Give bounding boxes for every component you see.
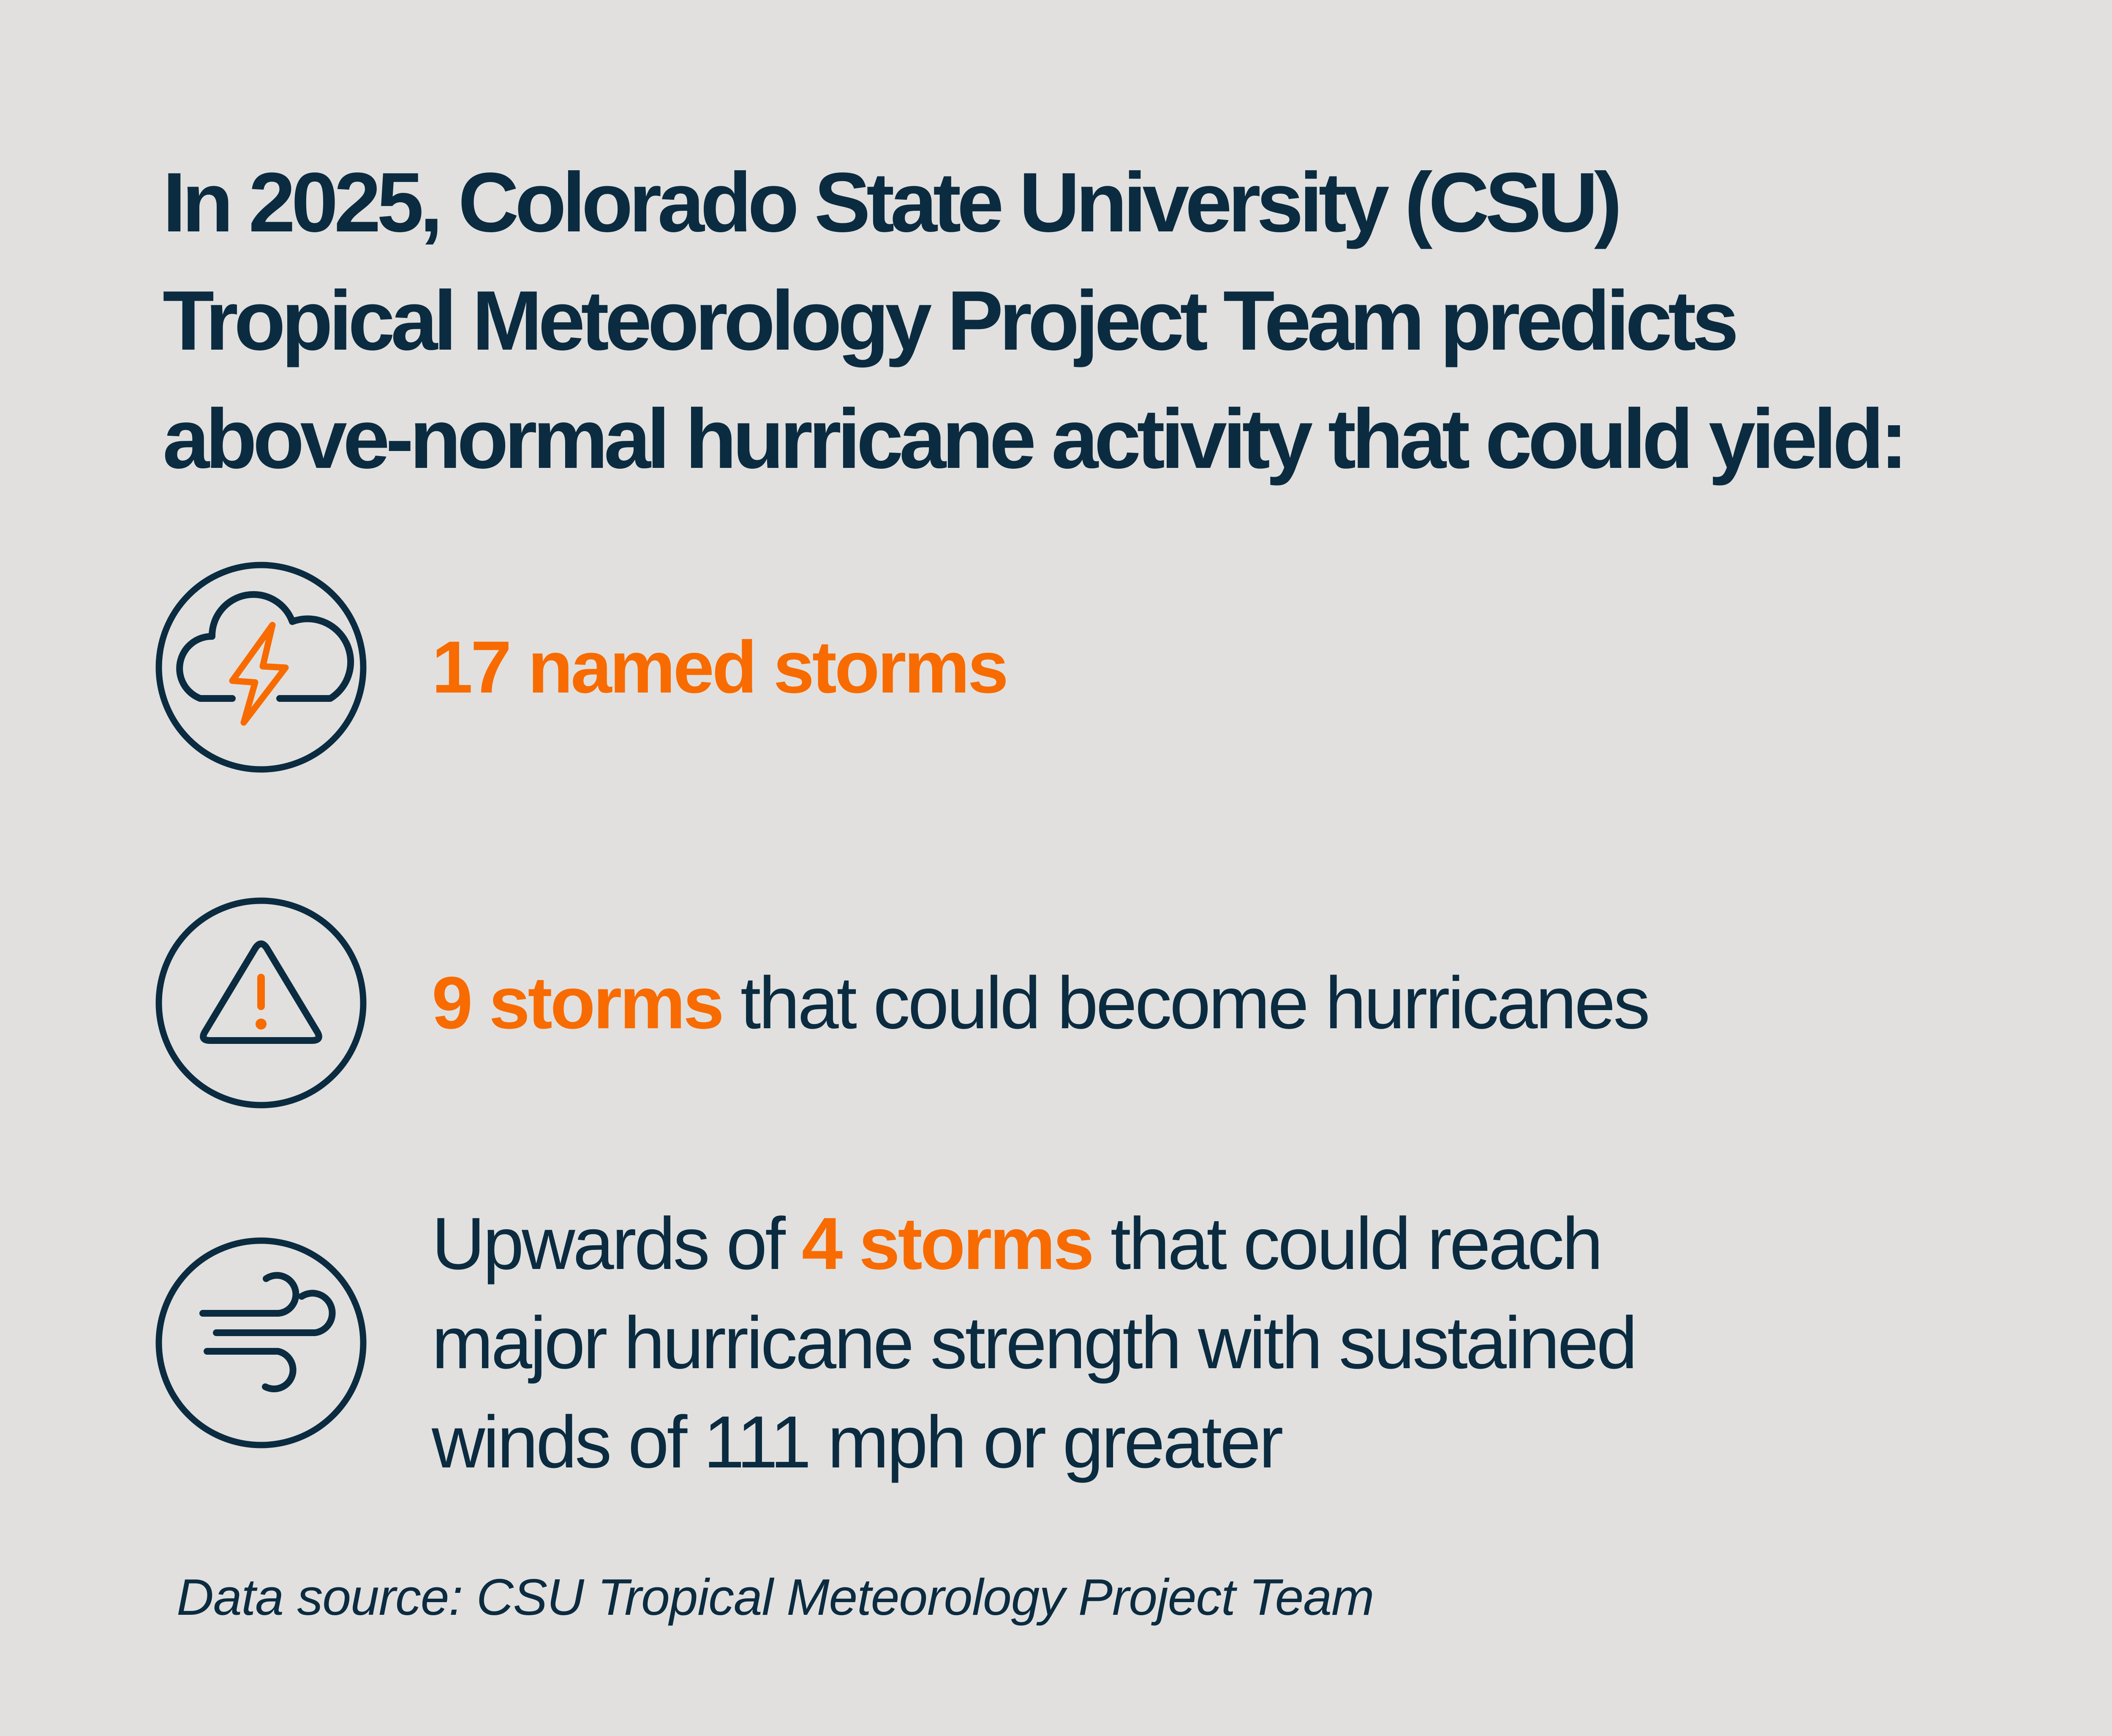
text-segment: that could reach: [1092, 1202, 1603, 1285]
stat-text-hurricanes: 9 storms that could become hurricanes: [432, 954, 1650, 1053]
stat-row-hurricanes: 9 storms that could become hurricanes: [153, 895, 1650, 1111]
title-line: above-normal hurricane activity that cou…: [163, 392, 1908, 486]
title-line: In 2025, Colorado State University (CSU): [163, 155, 1622, 250]
text-segment: 9 storms: [432, 962, 724, 1044]
text-segment: 4 storms: [801, 1202, 1094, 1285]
stat-text-major-hurricanes: Upwards of 4 storms that could reach majo…: [432, 1194, 1638, 1492]
stat-text-named-storms: 17 named storms: [432, 618, 1009, 717]
storm-cloud-lightning-icon: [153, 559, 369, 775]
text-segment: winds of 111 mph or greater: [432, 1401, 1283, 1483]
stat-row-named-storms: 17 named storms: [153, 559, 1009, 775]
data-source-note: Data source: CSU Tropical Meteorology Pr…: [177, 1568, 1374, 1626]
text-segment: 17 named storms: [432, 626, 1009, 709]
warning-triangle-icon: [153, 895, 369, 1111]
wind-icon: [153, 1235, 369, 1451]
text-segment: major hurricane strength with sustained: [432, 1301, 1638, 1384]
stat-row-major-hurricanes: Upwards of 4 storms that could reach majo…: [153, 1203, 1638, 1483]
page-title: In 2025, Colorado State University (CSU)…: [163, 144, 1908, 498]
title-line: Tropical Meteorology Project Team predic…: [163, 274, 1739, 368]
text-segment: Upwards of: [432, 1202, 802, 1285]
text-segment: that could become hurricanes: [722, 962, 1650, 1044]
